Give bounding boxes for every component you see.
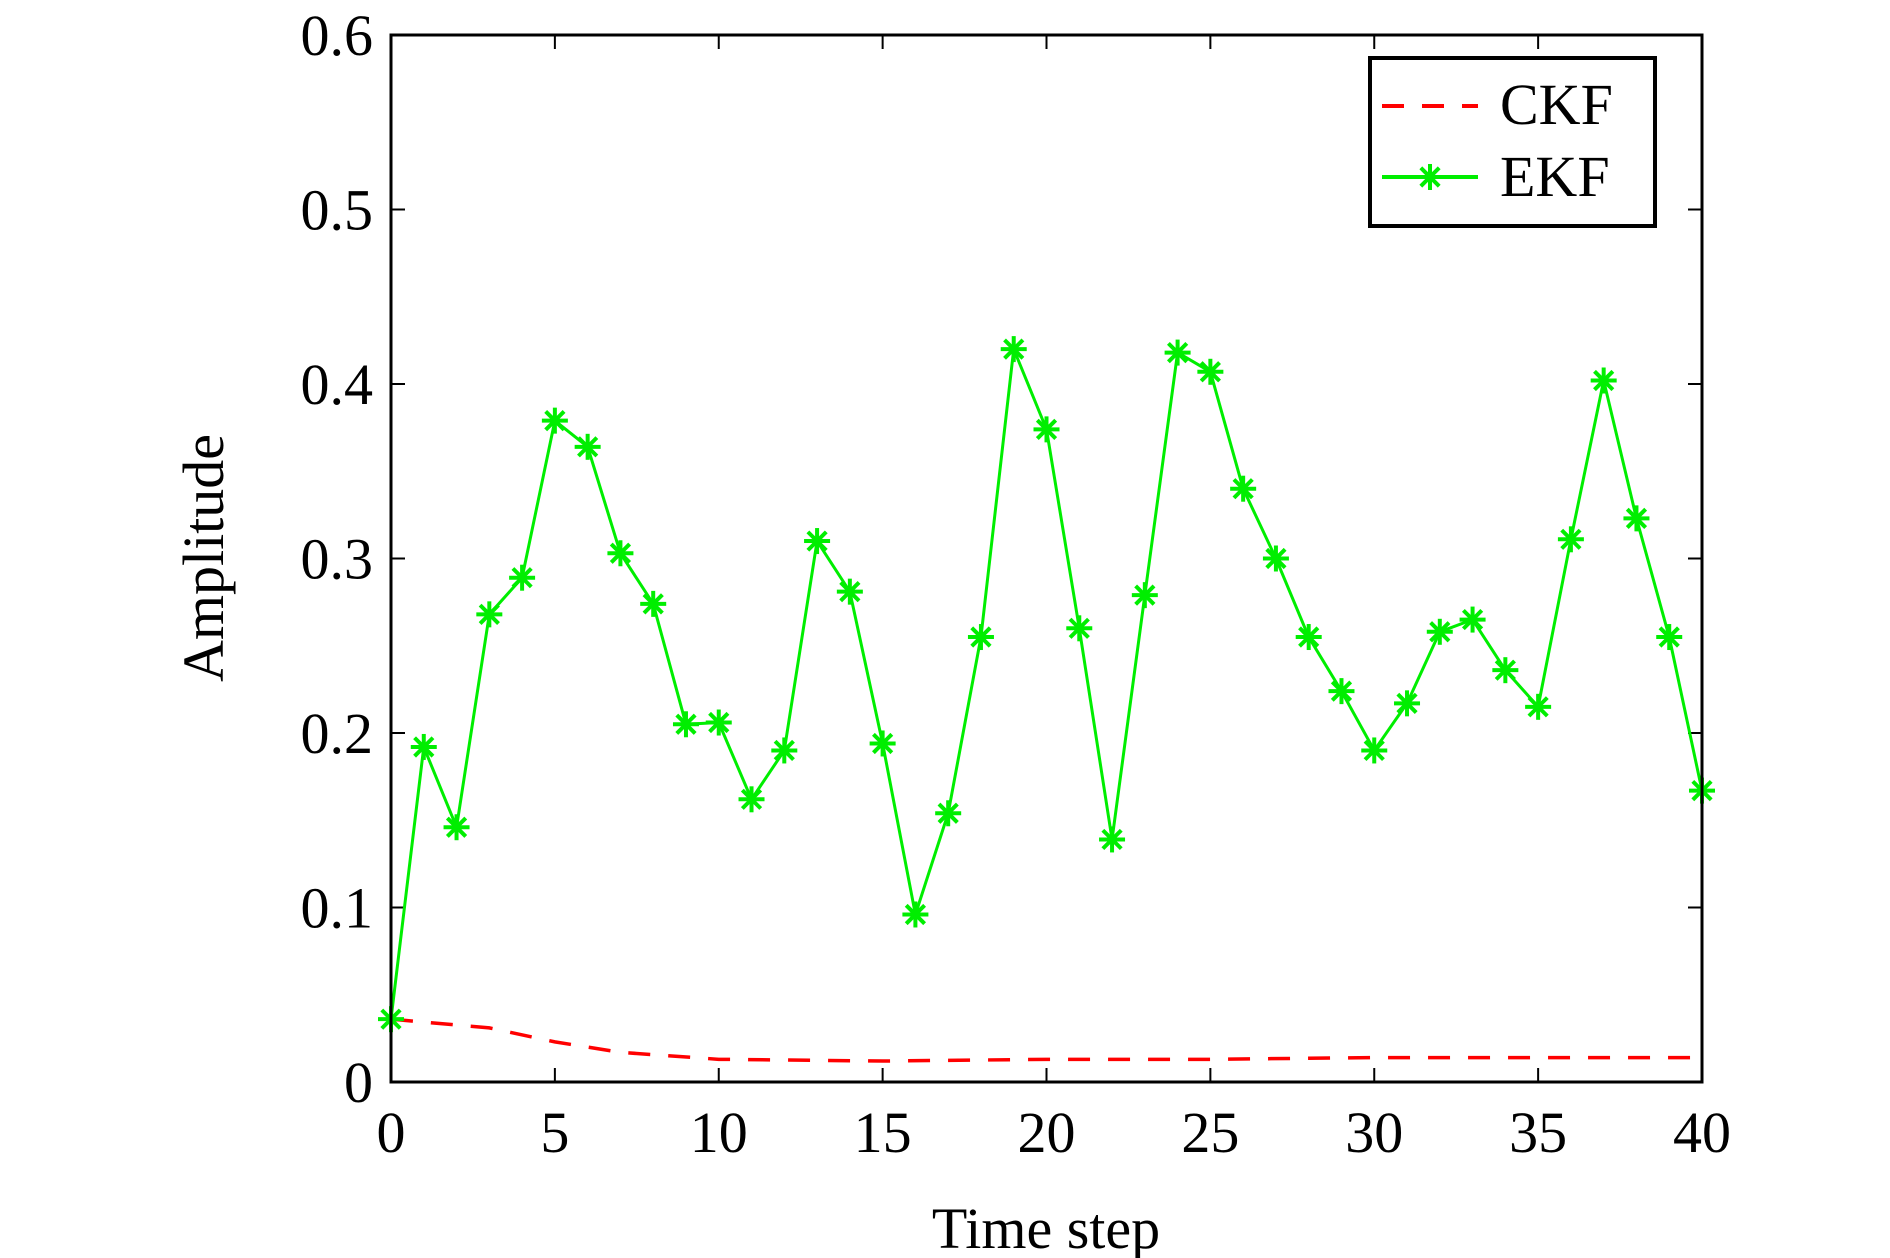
x-tick-label: 10 xyxy=(690,1100,748,1165)
data-point-ekf xyxy=(1590,367,1617,394)
legend: CKF EKF xyxy=(1368,56,1657,228)
data-point-ekf xyxy=(1525,693,1552,720)
data-point-ekf xyxy=(935,800,962,827)
data-point-ekf xyxy=(476,601,503,628)
x-tick-label: 15 xyxy=(854,1100,912,1165)
data-point-ekf xyxy=(869,730,896,757)
data-point-ekf xyxy=(1000,336,1027,363)
y-tick-label: 0.3 xyxy=(301,527,374,592)
y-tick-label: 0.6 xyxy=(301,3,374,68)
series-line-ckf xyxy=(390,1017,1702,1063)
data-point-ekf xyxy=(640,590,667,617)
data-point-ekf xyxy=(738,786,765,813)
data-point-ekf xyxy=(1230,475,1257,502)
data-point-ekf xyxy=(1492,657,1519,684)
legend-box xyxy=(1368,56,1657,228)
data-point-ekf xyxy=(771,737,798,764)
legend-ekf-marker-icon xyxy=(1417,164,1443,190)
data-point-ekf xyxy=(1066,615,1093,642)
data-point-ekf xyxy=(836,578,863,605)
legend-ckf-label: CKF xyxy=(1500,72,1613,137)
data-point-ekf xyxy=(1426,618,1453,645)
data-point-ekf xyxy=(1361,737,1388,764)
data-point-ekf xyxy=(410,733,437,760)
y-tick-label: 0.4 xyxy=(301,352,374,417)
data-point-ekf xyxy=(1557,526,1584,553)
x-tick-label: 0 xyxy=(377,1100,406,1165)
data-point-ekf xyxy=(607,540,634,567)
data-point-ekf xyxy=(1033,416,1060,443)
x-tick-label: 30 xyxy=(1345,1100,1403,1165)
data-point-ekf xyxy=(1099,826,1126,853)
data-point-ekf xyxy=(1394,690,1421,717)
data-point-ekf xyxy=(1164,339,1191,366)
y-tick-label: 0.2 xyxy=(301,701,374,766)
data-point-ekf xyxy=(443,814,470,841)
data-point-ekf xyxy=(1328,678,1355,705)
data-point-ekf xyxy=(1459,606,1486,633)
x-tick-label: 5 xyxy=(540,1100,569,1165)
data-point-ekf xyxy=(1623,505,1650,532)
y-tick-label: 0 xyxy=(344,1050,373,1115)
legend-ekf-label: EKF xyxy=(1500,144,1610,209)
data-point-ekf xyxy=(1131,582,1158,609)
data-point-ekf xyxy=(672,711,699,738)
data-point-ekf xyxy=(509,564,536,591)
legend-asterisk xyxy=(1417,164,1443,190)
data-point-ekf xyxy=(705,709,732,736)
data-point-ekf xyxy=(967,624,994,651)
data-point-ekf xyxy=(1262,545,1289,572)
y-tick-label: 0.1 xyxy=(301,876,374,941)
data-point-ekf xyxy=(1295,624,1322,651)
plot-frame xyxy=(389,33,1704,1084)
x-tick-label: 20 xyxy=(1018,1100,1076,1165)
data-point-ekf xyxy=(804,528,831,555)
x-tick-label: 40 xyxy=(1673,1100,1731,1165)
data-point-ekf xyxy=(574,433,601,460)
x-axis-label: Time step xyxy=(932,1196,1160,1258)
y-tick-label: 0.5 xyxy=(301,178,374,243)
data-point-ekf xyxy=(1656,624,1683,651)
data-point-ekf xyxy=(902,901,929,928)
data-point-ekf xyxy=(541,407,568,434)
x-tick-label: 35 xyxy=(1509,1100,1567,1165)
y-axis-label: Amplitude xyxy=(171,434,236,682)
data-point-ekf xyxy=(1197,358,1224,385)
x-tick-label: 25 xyxy=(1181,1100,1239,1165)
